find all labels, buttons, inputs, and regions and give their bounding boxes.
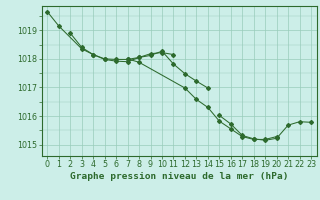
X-axis label: Graphe pression niveau de la mer (hPa): Graphe pression niveau de la mer (hPa) (70, 172, 288, 181)
